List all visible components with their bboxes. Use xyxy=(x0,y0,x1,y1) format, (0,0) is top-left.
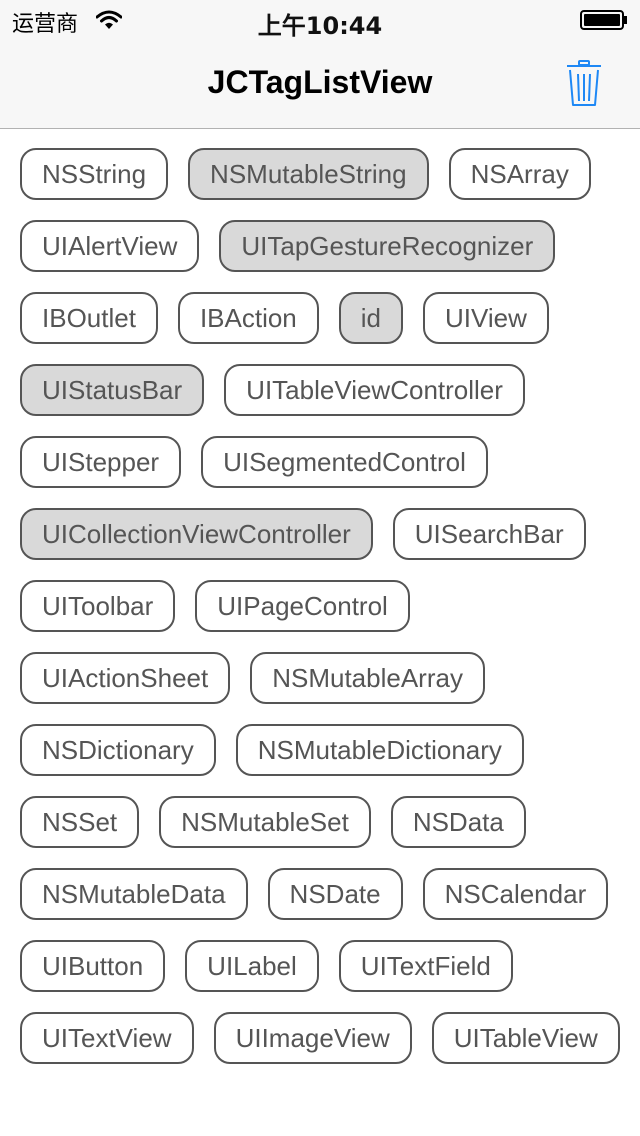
tag-item[interactable]: UIToolbar xyxy=(20,580,176,632)
tag-item[interactable]: UITableViewController xyxy=(224,364,525,416)
tag-item[interactable]: NSString xyxy=(20,148,169,200)
tag-item[interactable]: NSArray xyxy=(448,148,591,200)
carrier-label: 运营商 xyxy=(12,12,79,37)
tag-item[interactable]: NSMutableArray xyxy=(250,652,485,704)
tag-item[interactable]: UITextView xyxy=(20,1012,194,1064)
tag-item[interactable]: UIView xyxy=(423,292,549,344)
tag-item[interactable]: UIStatusBar xyxy=(20,364,205,416)
wifi-icon xyxy=(96,10,122,29)
tag-item[interactable]: NSCalendar xyxy=(422,868,609,920)
tag-item[interactable]: UIPageControl xyxy=(195,580,410,632)
tag-item[interactable]: IBAction xyxy=(177,292,319,344)
tag-item[interactable]: id xyxy=(338,292,404,344)
tag-item[interactable]: IBOutlet xyxy=(20,292,158,344)
delete-button[interactable] xyxy=(560,56,608,110)
tag-item[interactable]: UIAlertView xyxy=(20,220,200,272)
tag-item[interactable]: NSSet xyxy=(20,796,140,848)
tag-item[interactable]: UITapGestureRecognizer xyxy=(219,220,556,272)
tag-item[interactable]: UIButton xyxy=(20,940,166,992)
status-bar: 运营商 上午10:44 xyxy=(0,0,640,40)
tag-item[interactable]: UIStepper xyxy=(20,436,182,488)
tag-list: NSString NSMutableString NSArray UIAlertVie… xyxy=(20,148,632,1064)
tag-item[interactable]: UILabel xyxy=(185,940,319,992)
battery-full-icon xyxy=(580,10,627,30)
tag-item[interactable]: UITableView xyxy=(431,1012,620,1064)
tag-item[interactable]: NSMutableSet xyxy=(159,796,371,848)
trash-icon xyxy=(567,60,601,106)
tag-item[interactable]: NSMutableString xyxy=(188,148,429,200)
tag-item[interactable]: UISearchBar xyxy=(392,508,586,560)
page-title: JCTagListView xyxy=(207,64,433,100)
tag-item[interactable]: NSDate xyxy=(267,868,403,920)
tag-item[interactable]: UIActionSheet xyxy=(20,652,231,704)
status-time: 上午10:44 xyxy=(257,12,383,40)
tag-item[interactable]: UIImageView xyxy=(213,1012,412,1064)
tag-item[interactable]: NSMutableDictionary xyxy=(235,724,524,776)
navigation-bar: JCTagListView xyxy=(0,40,640,129)
tag-item[interactable]: NSDictionary xyxy=(20,724,216,776)
tag-item[interactable]: NSData xyxy=(390,796,526,848)
tag-item[interactable]: UISegmentedControl xyxy=(201,436,488,488)
tag-item[interactable]: NSMutableData xyxy=(20,868,248,920)
tag-item[interactable]: UITextField xyxy=(338,940,513,992)
tag-item[interactable]: UICollectionViewController xyxy=(20,508,373,560)
